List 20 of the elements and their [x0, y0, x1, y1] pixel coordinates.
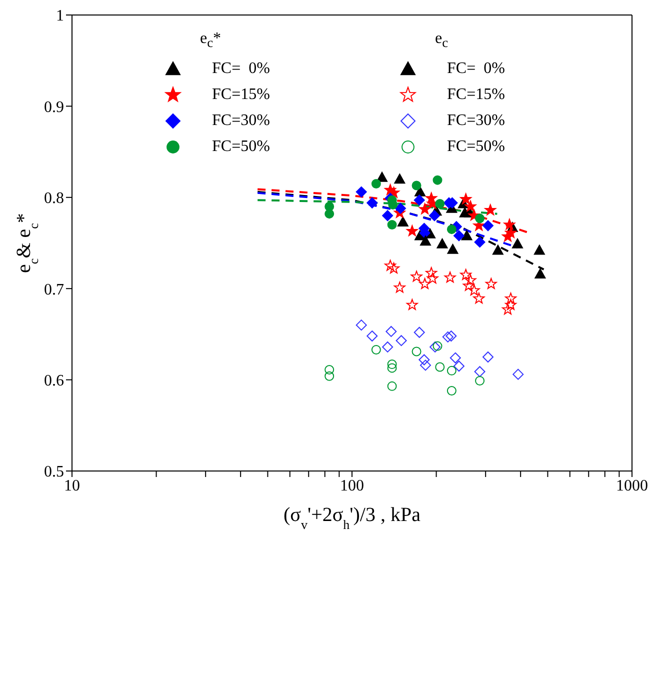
legend-label: FC=50%	[447, 138, 505, 156]
y-tick-label: 0.5	[44, 464, 64, 481]
legend-label: FC=15%	[212, 86, 270, 104]
y-tick-label: 0.7	[44, 281, 64, 298]
x-tick-label: 100	[340, 477, 364, 494]
legend-label: FC=30%	[212, 112, 270, 130]
x-axis-title: (σ$_{v}$'+2σ$_{h}$')/3 , kPa	[284, 504, 421, 532]
legend-label: FC=50%	[212, 138, 270, 156]
legend-label: FC=15%	[447, 86, 505, 104]
legend-label: FC= 0%	[447, 60, 505, 78]
y-tick-label: 1	[56, 8, 64, 25]
y-tick-label: 0.9	[44, 98, 64, 116]
legend-label: FC=30%	[447, 112, 505, 130]
y-tick-label: 0.6	[44, 372, 64, 390]
x-tick-label: 10	[64, 477, 80, 494]
x-tick-label: 1000	[616, 477, 648, 494]
y-tick-label: 0.8	[44, 190, 64, 208]
legend-label: FC= 0%	[212, 60, 270, 78]
annotation: e$_{c}$	[435, 30, 450, 52]
annotation: e$_{c}$*	[200, 30, 222, 52]
